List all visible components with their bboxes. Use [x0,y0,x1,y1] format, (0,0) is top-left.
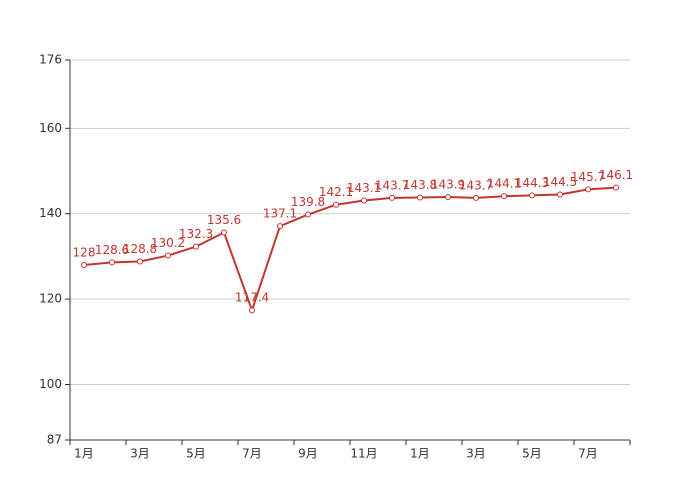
point [613,184,619,191]
point [137,258,143,265]
x-tick-label: 1月 [74,447,94,461]
point [361,197,367,204]
point [81,261,87,268]
point [501,193,507,200]
point [109,259,115,266]
data-label: 143.9 [431,178,465,192]
x-tick-label: 5月 [522,447,542,461]
data-label: 135.6 [207,213,241,227]
point [249,307,255,314]
x-tick-label: 1月 [410,447,430,461]
data-label: 143.1 [347,181,381,195]
data-label: 142.1 [319,185,353,199]
data-label: 128.8 [123,242,157,256]
data-label: 130.2 [151,236,185,250]
data-label: 143.7 [459,178,493,192]
data-label: 117.4 [235,291,269,305]
point [221,229,227,236]
x-tick-label: 7月 [578,447,598,461]
data-label: 128.6 [95,243,129,257]
point [417,194,423,201]
data-label: 146.1 [599,168,633,182]
y-tick-label: 100 [39,377,62,391]
y-tick-label: 160 [39,121,62,135]
y-tick-label: 120 [39,292,62,306]
x-tick-label: 9月 [298,447,318,461]
data-label: 137.1 [263,207,297,221]
point [389,194,395,201]
data-label: 139.8 [291,195,325,209]
x-tick-label: 7月 [242,447,262,461]
point [445,194,451,201]
data-label: 143.8 [403,178,437,192]
data-label: 132.3 [179,227,213,241]
x-tick-label: 5月 [186,447,206,461]
data-label: 144.3 [515,176,549,190]
data-label: 145.7 [571,170,605,184]
point [305,211,311,218]
point [193,243,199,250]
x-tick-label: 11月 [350,447,377,461]
data-label: 128 [73,245,96,259]
x-tick-label: 3月 [466,447,486,461]
data-label: 144.5 [543,175,577,189]
point [529,192,535,199]
y-tick-label: 140 [39,206,62,220]
point [277,223,283,230]
line [83,186,617,314]
x-tick-label: 3月 [130,447,150,461]
point [585,186,591,193]
y-tick-label: 176 [39,53,62,67]
point [165,252,171,259]
y-tick-label: 87 [47,433,62,447]
point [557,191,563,198]
point [473,194,479,201]
data-label: 143.7 [375,178,409,192]
data-label: 144.1 [487,177,521,191]
point [333,201,339,208]
